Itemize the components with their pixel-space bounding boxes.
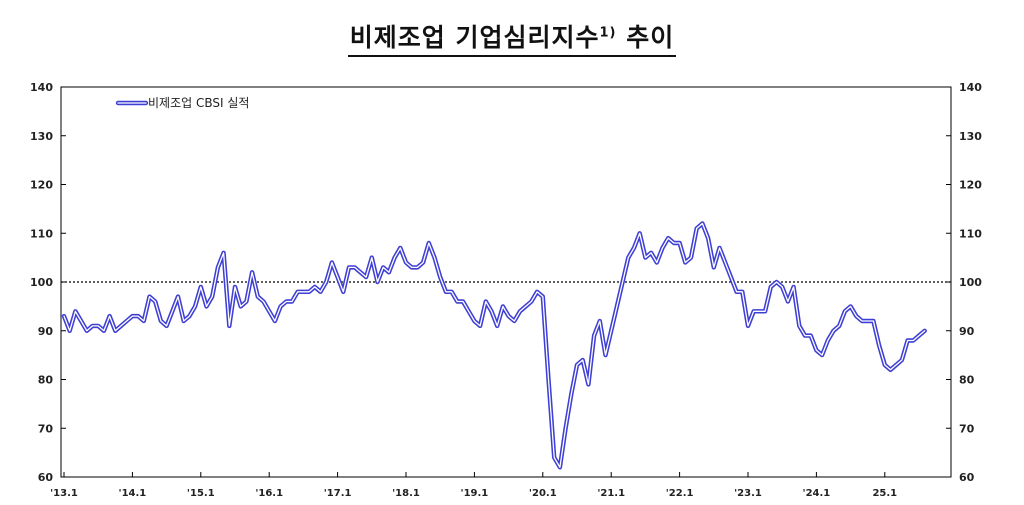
- legend: 비제조업 CBSI 실적: [115, 96, 249, 110]
- x-tick-label: '20.1: [529, 488, 557, 499]
- y-tick-label-left: 60: [38, 471, 54, 484]
- title-footnote-mark: 1): [599, 25, 617, 41]
- legend-label: 비제조업 CBSI 실적: [148, 96, 249, 110]
- y-tick-label-left: 70: [38, 422, 54, 435]
- y-tick-label-left: 120: [30, 179, 53, 192]
- x-tick-label: '22.1: [666, 488, 694, 499]
- x-tick-label: '13.1: [50, 488, 78, 499]
- y-tick-label-left: 80: [38, 374, 54, 387]
- x-tick-label: 25.1: [872, 488, 897, 499]
- y-axis-right: 60 70 80 90 100 110 120 130 140: [946, 81, 982, 484]
- x-axis: '13.1 '14.1 '15.1 '16.1 '17.1 '18.1 '19.1 '20.1…: [50, 472, 897, 499]
- series-line: [63, 222, 926, 468]
- y-tick-label-right: 100: [959, 276, 982, 289]
- x-tick-label: '24.1: [803, 488, 831, 499]
- x-tick-label: '19.1: [461, 488, 489, 499]
- y-tick-label-right: 110: [959, 227, 982, 240]
- y-tick-label-right: 70: [959, 422, 975, 435]
- y-tick-label-left: 140: [30, 81, 53, 94]
- y-axis-left: 60 70 80 90 100 110 120 130 140: [30, 81, 66, 484]
- x-tick-label: '15.1: [187, 488, 215, 499]
- y-tick-label-right: 140: [959, 81, 982, 94]
- chart-title-wrap: 비제조업 기업심리지수1) 추이: [0, 18, 1024, 57]
- x-tick-label: '21.1: [597, 488, 625, 499]
- y-tick-label-right: 80: [959, 374, 975, 387]
- x-tick-label: '17.1: [324, 488, 352, 499]
- chart-title: 비제조업 기업심리지수1) 추이: [347, 18, 677, 57]
- y-tick-label-right: 60: [959, 471, 975, 484]
- x-tick-label: '23.1: [734, 488, 762, 499]
- y-tick-label-right: 130: [959, 130, 982, 143]
- x-tick-label: '16.1: [255, 488, 283, 499]
- x-tick-label: '14.1: [119, 488, 147, 499]
- series-group: [61, 221, 927, 470]
- y-tick-label-right: 120: [959, 179, 982, 192]
- y-tick-label-left: 130: [30, 130, 53, 143]
- y-tick-label-left: 110: [30, 227, 53, 240]
- y-tick-label-left: 100: [30, 276, 53, 289]
- y-tick-label-left: 90: [38, 325, 54, 338]
- x-tick-label: '18.1: [392, 488, 420, 499]
- y-tick-label-right: 90: [959, 325, 975, 338]
- chart-title-suffix: 추이: [616, 23, 675, 52]
